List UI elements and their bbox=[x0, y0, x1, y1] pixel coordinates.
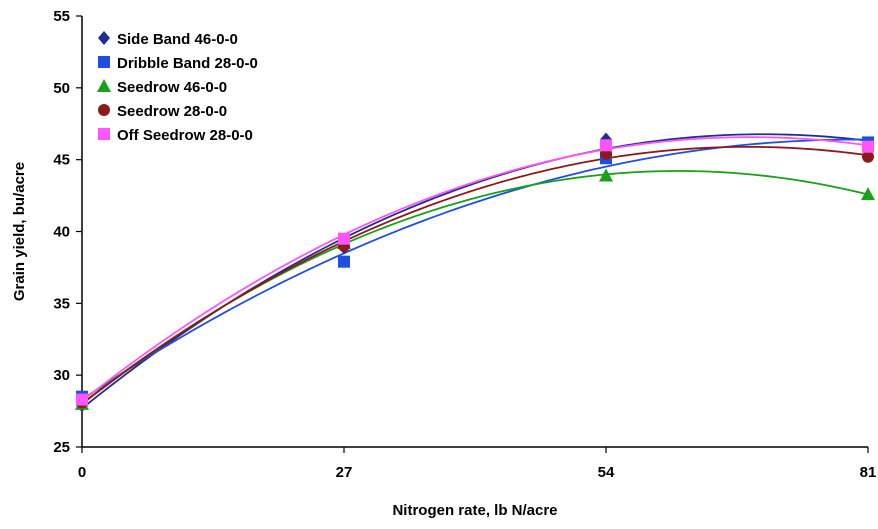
chart-axes: 25 30 35 40 45 50 55 0 27 54 81 bbox=[53, 8, 876, 481]
data-point-series-2 bbox=[338, 255, 350, 268]
legend-marker-5 bbox=[98, 128, 110, 140]
data-point-series-4 bbox=[862, 150, 874, 163]
trend-line-4 bbox=[81, 145, 869, 405]
data-point-series-5 bbox=[338, 232, 350, 245]
x-tick-label: 27 bbox=[336, 464, 353, 481]
x-tick-label: 81 bbox=[860, 464, 877, 481]
y-tick-label: 35 bbox=[53, 295, 70, 312]
y-axis-title: Grain yield, bu/acre bbox=[11, 162, 28, 301]
data-point-series-5 bbox=[600, 139, 612, 152]
data-point-series-3 bbox=[599, 168, 613, 182]
y-tick-label: 40 bbox=[53, 224, 70, 241]
x-tick-label: 54 bbox=[598, 464, 615, 481]
legend-marker-2 bbox=[98, 56, 110, 68]
data-point-series-5 bbox=[76, 393, 88, 406]
x-tick-label: 0 bbox=[78, 464, 86, 481]
legend-marker-3 bbox=[97, 79, 111, 92]
data-point-series-5 bbox=[862, 140, 874, 153]
trend-line-1 bbox=[81, 133, 869, 410]
data-markers bbox=[75, 132, 875, 413]
legend: Side Band 46-0-0 Dribble Band 28-0-0 Seedr… bbox=[97, 31, 258, 144]
trend-line-5 bbox=[81, 136, 869, 402]
trend-curves bbox=[81, 133, 869, 410]
y-tick-label: 50 bbox=[53, 80, 70, 97]
x-axis-title: Nitrogen rate, lb N/acre bbox=[392, 502, 557, 519]
legend-label-3: Seedrow 46-0-0 bbox=[117, 79, 227, 96]
legend-marker-1 bbox=[98, 31, 110, 45]
trend-line-2 bbox=[81, 138, 869, 401]
y-tick-label: 55 bbox=[53, 8, 70, 25]
legend-marker-4 bbox=[98, 104, 110, 116]
y-tick-label: 25 bbox=[53, 439, 70, 456]
legend-label-4: Seedrow 28-0-0 bbox=[117, 103, 227, 120]
y-tick-label: 30 bbox=[53, 367, 70, 384]
legend-label-1: Side Band 46-0-0 bbox=[117, 31, 238, 48]
legend-label-5: Off Seedrow 28-0-0 bbox=[117, 127, 253, 144]
trend-line-3 bbox=[81, 170, 869, 405]
legend-label-2: Dribble Band 28-0-0 bbox=[117, 55, 258, 72]
y-tick-label: 45 bbox=[53, 152, 70, 169]
data-point-series-3 bbox=[861, 187, 875, 201]
